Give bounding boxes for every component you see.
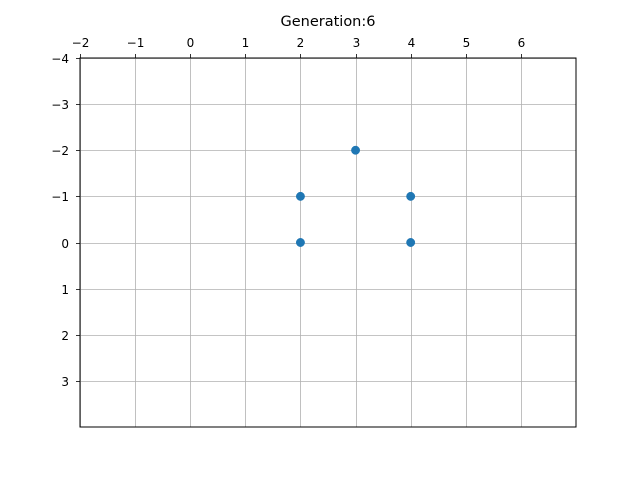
y-axis-left: −4 −3 −2 −1 0 1 2 3 [51, 52, 80, 389]
y-tick-label: 1 [61, 283, 69, 297]
y-tick-label: −4 [51, 52, 69, 66]
y-tick-label: −3 [51, 98, 69, 112]
scatter-point [295, 191, 305, 201]
y-tick-label: −1 [51, 190, 69, 204]
x-tick-label: 2 [297, 36, 305, 50]
grid-lines [80, 58, 576, 427]
x-axis-top: −2 −1 0 1 2 3 4 5 6 [72, 36, 526, 58]
x-tick-label: 5 [463, 36, 471, 50]
y-tick-label: 3 [61, 375, 69, 389]
plot-area-frame [79, 57, 577, 428]
chart-title: Generation:6 [280, 14, 375, 30]
y-tick-label: 0 [61, 237, 69, 251]
y-tick-label: 2 [61, 329, 69, 343]
y-tick-label: −2 [51, 144, 69, 158]
scatter-point [351, 145, 361, 155]
x-tick-label: −1 [127, 36, 145, 50]
scatter-point [406, 191, 416, 201]
x-tick-label: 4 [408, 36, 416, 50]
x-tick-label: 1 [242, 36, 250, 50]
x-tick-label: 3 [353, 36, 361, 50]
x-tick-label: −2 [72, 36, 90, 50]
x-tick-label: 0 [187, 36, 195, 50]
scatter-point [406, 238, 416, 247]
scatter-point [295, 238, 305, 247]
data-points [295, 145, 416, 247]
x-tick-label: 6 [518, 36, 526, 50]
